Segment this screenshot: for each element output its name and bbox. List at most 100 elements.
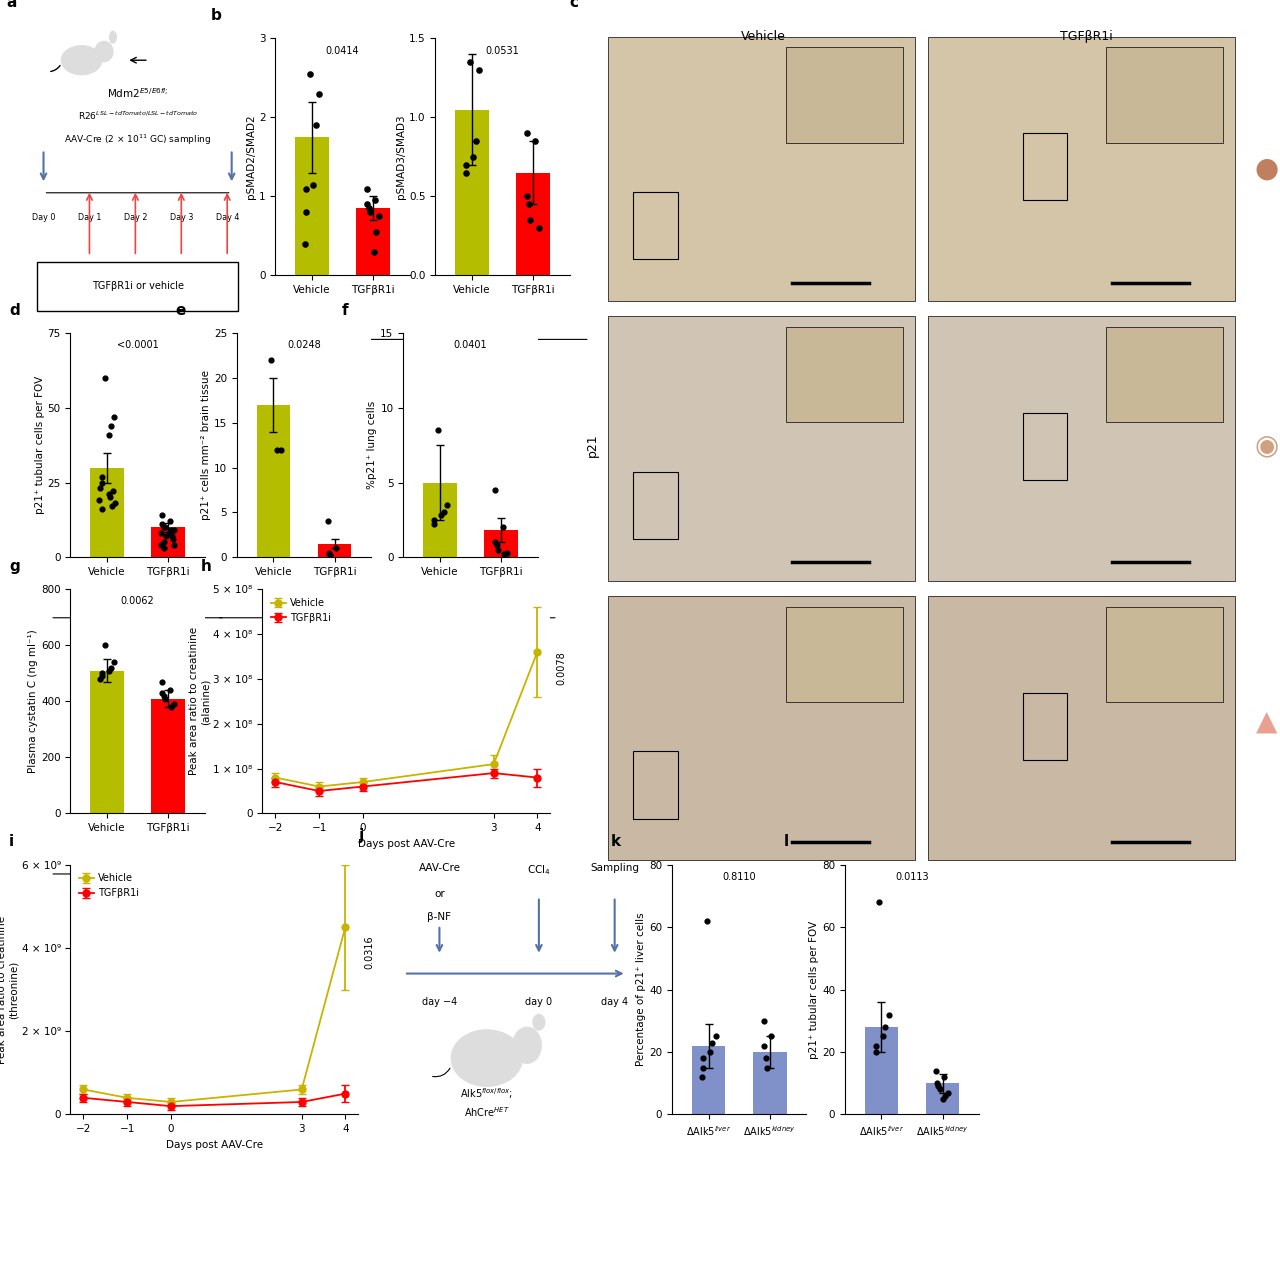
Bar xyxy=(37,263,238,311)
Point xyxy=(428,420,448,441)
Bar xyxy=(317,543,351,557)
Point xyxy=(486,535,507,556)
Bar xyxy=(753,1052,786,1114)
Bar xyxy=(257,405,291,557)
Point xyxy=(159,523,179,543)
Bar xyxy=(634,752,677,819)
Point xyxy=(364,241,384,263)
Point xyxy=(95,368,115,388)
Point xyxy=(100,487,120,507)
Point xyxy=(520,210,540,231)
Point xyxy=(705,1026,726,1047)
Point xyxy=(933,1089,954,1109)
Point xyxy=(91,473,111,493)
Point xyxy=(691,1067,712,1088)
Text: AAV-Cre: AAV-Cre xyxy=(419,863,461,874)
Y-axis label: p21⁺ tubular cells per FOV: p21⁺ tubular cells per FOV xyxy=(35,377,45,514)
Text: TGFβR1i or vehicle: TGFβR1i or vehicle xyxy=(92,282,183,292)
Point xyxy=(154,685,174,706)
Point xyxy=(306,115,326,136)
Text: R26$^{LSL-tdTomato/LSL-tdTomato}$: R26$^{LSL-tdTomato/LSL-tdTomato}$ xyxy=(78,109,197,122)
Legend: Vehicle, TGFβR1i: Vehicle, TGFβR1i xyxy=(76,870,142,902)
Text: 0.8110: 0.8110 xyxy=(722,872,756,883)
Point xyxy=(456,155,476,175)
Text: CCl$_4$: CCl$_4$ xyxy=(527,863,550,877)
Point xyxy=(876,1017,896,1038)
Point xyxy=(436,494,457,515)
Bar xyxy=(296,137,329,275)
Point xyxy=(927,1061,947,1081)
Point xyxy=(154,518,174,538)
Ellipse shape xyxy=(95,41,113,61)
Text: Day 4: Day 4 xyxy=(215,213,239,222)
Legend: Vehicle, TGFβR1i: Vehicle, TGFβR1i xyxy=(268,594,334,626)
Point xyxy=(755,1048,776,1068)
Text: Alk5$^{flox/flox}$;: Alk5$^{flox/flox}$; xyxy=(461,1086,513,1102)
Text: 0.0248: 0.0248 xyxy=(287,339,321,350)
Text: AAV-Cre (2 × 10$^{11}$ GC) sampling: AAV-Cre (2 × 10$^{11}$ GC) sampling xyxy=(64,132,211,146)
Point xyxy=(358,199,379,219)
Point xyxy=(424,514,444,534)
Text: Day 2: Day 2 xyxy=(124,213,147,222)
Point xyxy=(525,131,545,151)
Point xyxy=(320,544,340,565)
Point xyxy=(91,466,111,487)
X-axis label: Days post AAV-Cre: Days post AAV-Cre xyxy=(166,1140,262,1150)
Point xyxy=(700,1041,721,1062)
Text: ▲: ▲ xyxy=(1256,708,1277,737)
Bar xyxy=(151,698,184,813)
Point xyxy=(164,694,184,715)
Point xyxy=(869,892,890,912)
Text: 0.0401: 0.0401 xyxy=(453,339,488,350)
Text: b: b xyxy=(211,8,221,23)
Point xyxy=(468,60,489,81)
Y-axis label: %p21⁺ lung cells: %p21⁺ lung cells xyxy=(367,401,378,489)
Text: ΔMdm2$^{Hep}$: ΔMdm2$^{Hep}$ xyxy=(110,626,165,640)
X-axis label: Days post AAV-Cre: Days post AAV-Cre xyxy=(358,839,454,849)
Text: Sampling: Sampling xyxy=(590,863,639,874)
Point xyxy=(164,520,184,541)
Y-axis label: Peak area ratio to creatinine
(threonine): Peak area ratio to creatinine (threonine… xyxy=(0,916,19,1063)
Point xyxy=(99,424,119,445)
Bar xyxy=(516,173,549,275)
Text: p21: p21 xyxy=(586,433,599,457)
Point xyxy=(369,206,389,227)
Point xyxy=(878,1004,899,1025)
Text: 0.0062: 0.0062 xyxy=(120,596,155,606)
Point xyxy=(270,439,291,460)
Point xyxy=(696,911,717,931)
Point xyxy=(99,484,119,505)
Point xyxy=(296,178,316,199)
Point xyxy=(160,520,180,541)
Point xyxy=(151,535,172,556)
Text: Day 3: Day 3 xyxy=(169,213,193,222)
Text: f: f xyxy=(342,302,348,318)
Point xyxy=(90,669,110,689)
Point xyxy=(90,478,110,498)
Bar xyxy=(634,471,677,539)
Point xyxy=(91,664,111,684)
Point xyxy=(160,511,180,532)
Bar xyxy=(356,209,389,275)
Point xyxy=(360,202,380,223)
Text: TGFβR1i: TGFβR1i xyxy=(1060,29,1112,42)
Text: l: l xyxy=(783,834,788,849)
Bar xyxy=(456,110,489,275)
Point xyxy=(754,1035,774,1056)
Text: <0.0001: <0.0001 xyxy=(116,339,159,350)
Point xyxy=(497,543,517,564)
Text: g: g xyxy=(9,559,19,574)
Point xyxy=(163,529,183,550)
Point xyxy=(692,1057,713,1077)
Point xyxy=(268,439,288,460)
Text: ●: ● xyxy=(1254,154,1279,182)
Point xyxy=(703,1032,723,1053)
Point xyxy=(104,652,124,673)
Point xyxy=(303,174,324,195)
Point xyxy=(762,1026,782,1047)
Y-axis label: p21⁺ tubular cells per FOV: p21⁺ tubular cells per FOV xyxy=(809,921,819,1058)
Bar xyxy=(424,483,457,557)
Point xyxy=(104,406,124,427)
Point xyxy=(865,1041,886,1062)
Bar xyxy=(865,1027,899,1114)
